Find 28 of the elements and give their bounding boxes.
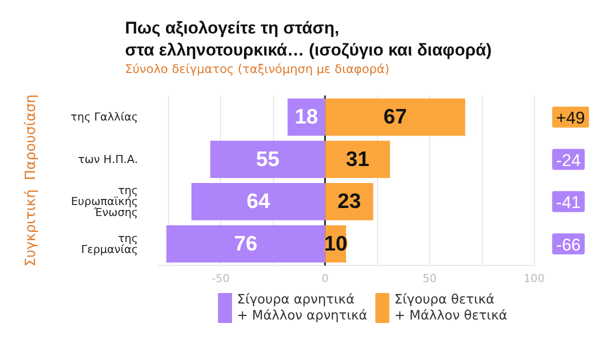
x-tick-label: 0	[322, 272, 329, 285]
bar	[325, 98, 466, 136]
legend-label: Σίγουρα αρνητικά + Μάλλον αρνητικά	[237, 292, 368, 324]
bar	[191, 183, 326, 220]
text: -41	[556, 193, 581, 212]
bar	[210, 140, 326, 178]
y-tick-label: της Ευρωπαϊκής Ένωσης	[70, 184, 138, 220]
x-tick-label: 50	[422, 272, 437, 285]
legend-label: Σίγουρα θετικά + Μάλλον θετικά	[394, 292, 508, 324]
data-label: 55	[256, 148, 280, 171]
data-label: 76	[234, 232, 258, 256]
text: -24	[556, 150, 581, 170]
y-tick-label: της Γερμανίας	[81, 232, 138, 256]
data-label: 23	[338, 190, 361, 214]
y-axis-title: Συγκριτική Παρουσίαση	[23, 94, 39, 267]
chart-title: Πως αξιολογείτε τη στάση, στα ελληνοτουρκικά… (ισοζύγιο και διαφορά)	[125, 18, 492, 60]
text: -66	[556, 235, 581, 254]
y-tick-label: της Γαλλίας	[70, 110, 138, 124]
y-tick-label: των Η.Π.Α.	[78, 152, 138, 166]
data-label: 31	[346, 148, 370, 171]
data-label: 67	[384, 106, 407, 129]
data-label: 64	[246, 190, 270, 214]
x-tick-label: 100	[524, 272, 545, 285]
x-tick-label: -50	[212, 272, 230, 285]
bar	[166, 225, 326, 262]
data-label: 18	[294, 106, 318, 129]
chart-subtitle: Σύνολο δείγματος (ταξινόμηση με διαφορά)	[125, 62, 390, 76]
text: +49	[556, 108, 586, 128]
